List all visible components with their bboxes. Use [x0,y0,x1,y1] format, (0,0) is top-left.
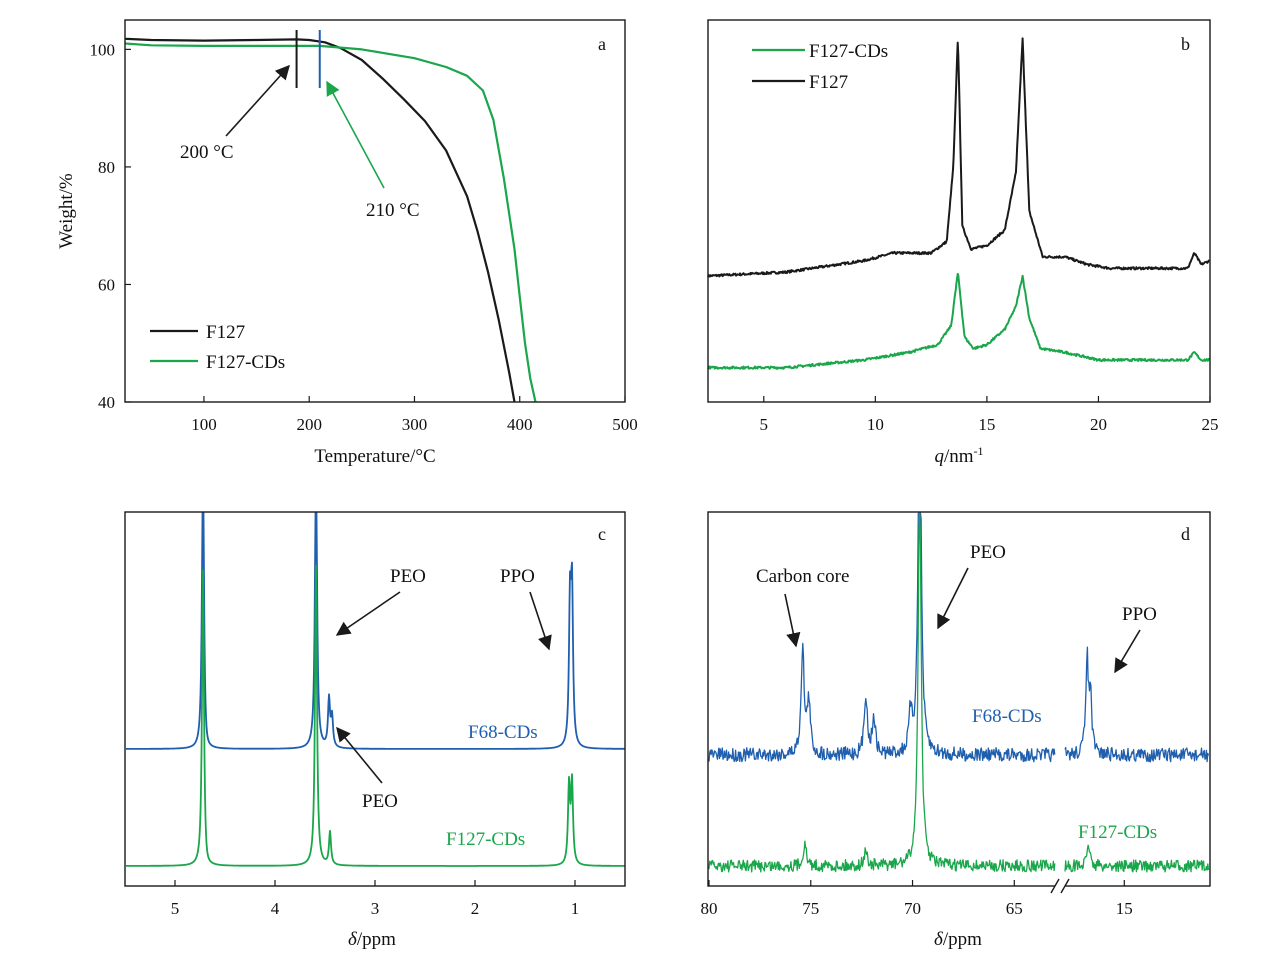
x-tick-label: 25 [1202,415,1219,434]
series-line-f127-cds-seg0 [708,512,1056,873]
panel-a-x-ticks: 100 200 300 400 500 [191,396,638,434]
series-line-f127-cds-seg1 [1064,844,1210,873]
x-tick-label: 500 [612,415,638,434]
x-tick-label: 20 [1090,415,1107,434]
x-tick-label: 15 [978,415,995,434]
panel-b-label: b [1181,34,1190,54]
panel-b-x-axis-exponent: -1 [974,444,984,458]
panel-b-x-axis-symbol: q [934,446,944,467]
series-line-f127 [124,37,516,403]
legend-label-f127-cds-b: F127-CDs [809,41,888,62]
series-line-f127-cds [707,272,1210,370]
y-tick-label: 80 [98,158,115,177]
x-tick-label: 100 [191,415,217,434]
y-tick-label: 60 [98,275,115,294]
x-tick-label: 200 [296,415,322,434]
panel-b-plot [707,37,1210,370]
x-tick-label: 5 [760,415,769,434]
axis-break-mark-left [1050,878,1060,894]
x-tick-label: 75 [802,899,819,918]
series-line-f127-cds [125,564,625,867]
panel-a-y-ticks: 40 60 80 100 [90,40,131,412]
annotation-carbon-core: Carbon core [756,566,849,587]
annotation-peo-c2: PEO [362,791,398,812]
panel-c-label: c [598,524,606,544]
arrow-peo-d [937,567,969,630]
x-tick-label: 80 [701,899,718,918]
x-tick-label: 5 [171,899,180,918]
panel-b-x-ticks: 5 10 15 20 25 [760,396,1219,434]
x-tick-label: 2 [471,899,480,918]
panel-a-y-axis-label: Weight/% [56,173,77,249]
panel-b-x-axis-unit: /nm [944,446,974,467]
panel-d-x-axis-symbol: δ [934,929,944,950]
axis-break-mark-right [1060,878,1070,894]
annotation-210c: 210 °C [366,200,420,221]
panel-d-x-ticks: 80 75 70 65 15 [701,880,1133,918]
panel-a-plot [124,30,537,403]
arrow-ppo-c [529,591,552,651]
x-tick-label: 65 [1006,899,1023,918]
annotation-ppo-c: PPO [500,566,535,587]
x-tick-label: 400 [507,415,533,434]
series-line-f68-cds-seg0 [708,512,1056,763]
panel-a-frame [124,19,626,403]
series-label-f68-cds-c: F68-CDs [468,722,538,743]
arrow-peo-c2 [336,726,383,784]
legend-label-f127-cds: F127-CDs [206,352,285,373]
panel-b: 5 10 15 20 25 b q/nm-1 F127-CDs F127 [707,19,1219,467]
panel-c-x-axis-label: δ/ppm [348,929,396,950]
x-tick-label: 10 [867,415,884,434]
panel-d-frame [707,511,1211,887]
panel-d: 80 75 70 65 15 d δ/ppm Carbon core PEO PPO F… [701,511,1211,950]
panel-d-x-axis-unit: /ppm [943,929,982,950]
panel-a: 100 200 300 400 500 40 60 80 100 a Temperature/… [56,19,638,467]
legend-label-f127-b: F127 [809,72,848,93]
series-label-f68-cds-d: F68-CDs [972,706,1042,727]
arrow-210c [326,80,385,189]
panel-c-x-axis-symbol: δ [348,929,358,950]
panel-d-label: d [1181,524,1190,544]
y-tick-label: 40 [98,393,115,412]
panel-b-frame [707,19,1211,403]
series-line-f68-cds-seg1 [1064,646,1210,763]
annotation-peo-c1: PEO [390,566,426,587]
annotation-peo-d: PEO [970,542,1006,563]
x-tick-label: 70 [904,899,921,918]
x-tick-label: 3 [371,899,380,918]
x-tick-label: 4 [271,899,280,918]
panel-c-x-ticks: 5 4 3 2 1 [171,880,580,918]
panel-c-plot [125,512,625,867]
arrow-200c [225,64,290,137]
panel-a-x-axis-label: Temperature/°C [314,446,435,467]
series-line-f127-cds [124,42,537,403]
arrow-peo-c1 [335,591,401,636]
arrow-ppo-d [1114,629,1141,674]
panel-c-x-axis-unit: /ppm [357,929,396,950]
panel-c: 5 4 3 2 1 c δ/ppm PEO PPO PEO F68-CDs F127-C… [124,511,626,950]
panel-d-x-axis-label: δ/ppm [934,929,982,950]
y-tick-label: 100 [90,40,116,59]
x-tick-label: 15 [1116,899,1133,918]
series-line-f127 [707,37,1210,278]
arrow-carbon-core [784,593,801,648]
panel-a-label: a [598,34,606,54]
panel-b-x-axis-label: q/nm-1 [934,444,983,467]
axis-break-gap [1055,880,1065,894]
series-label-f127-cds-d: F127-CDs [1078,822,1157,843]
legend-label-f127: F127 [206,322,245,343]
series-label-f127-cds-c: F127-CDs [446,829,525,850]
annotation-ppo-d: PPO [1122,604,1157,625]
series-line-f68-cds [125,512,625,750]
annotation-200c: 200 °C [180,142,234,163]
panel-d-plot [708,512,1210,873]
x-tick-label: 300 [402,415,428,434]
x-tick-label: 1 [571,899,580,918]
